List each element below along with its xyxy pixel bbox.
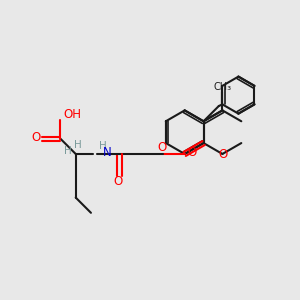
Text: O: O [31,131,40,144]
Text: H: H [74,140,82,150]
Text: H: H [99,141,106,151]
Text: O: O [219,148,228,161]
Text: O: O [114,175,123,188]
Text: H: H [64,146,72,156]
Text: OH: OH [63,108,81,121]
Text: O: O [157,140,167,154]
Text: N: N [103,146,112,160]
Text: O: O [187,146,196,160]
Text: CH₃: CH₃ [213,82,232,92]
